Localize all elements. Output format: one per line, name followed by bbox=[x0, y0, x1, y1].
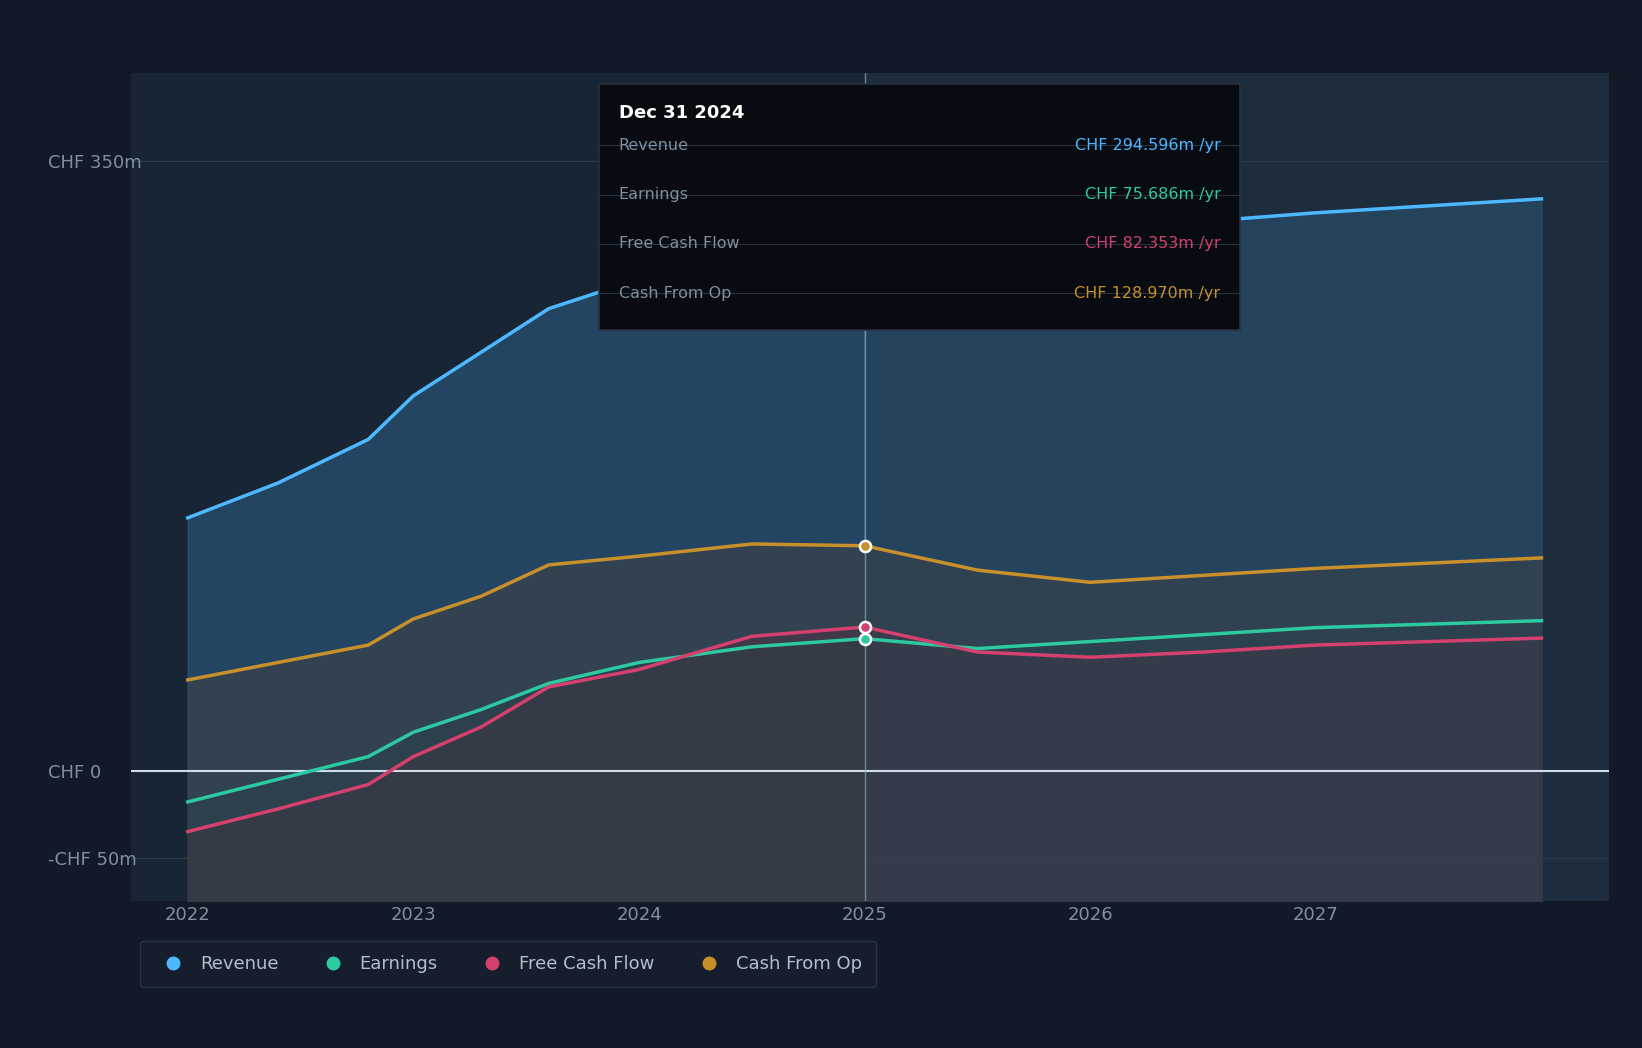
Legend: Revenue, Earnings, Free Cash Flow, Cash From Op: Revenue, Earnings, Free Cash Flow, Cash … bbox=[140, 940, 877, 987]
Text: Earnings: Earnings bbox=[619, 187, 688, 202]
Text: Cash From Op: Cash From Op bbox=[619, 285, 731, 301]
Text: Free Cash Flow: Free Cash Flow bbox=[619, 236, 739, 252]
Text: Revenue: Revenue bbox=[619, 137, 688, 153]
Text: CHF 294.596m /yr: CHF 294.596m /yr bbox=[1074, 137, 1220, 153]
Text: CHF 128.970m /yr: CHF 128.970m /yr bbox=[1074, 285, 1220, 301]
Text: Analysts Forecasts: Analysts Forecasts bbox=[874, 122, 1041, 139]
Text: Dec 31 2024: Dec 31 2024 bbox=[619, 104, 744, 122]
Bar bbox=[131, 73, 865, 901]
Text: CHF 82.353m /yr: CHF 82.353m /yr bbox=[1085, 236, 1220, 252]
Text: Past: Past bbox=[818, 122, 855, 139]
Text: CHF 75.686m /yr: CHF 75.686m /yr bbox=[1085, 187, 1220, 202]
Bar bbox=[865, 73, 1609, 901]
